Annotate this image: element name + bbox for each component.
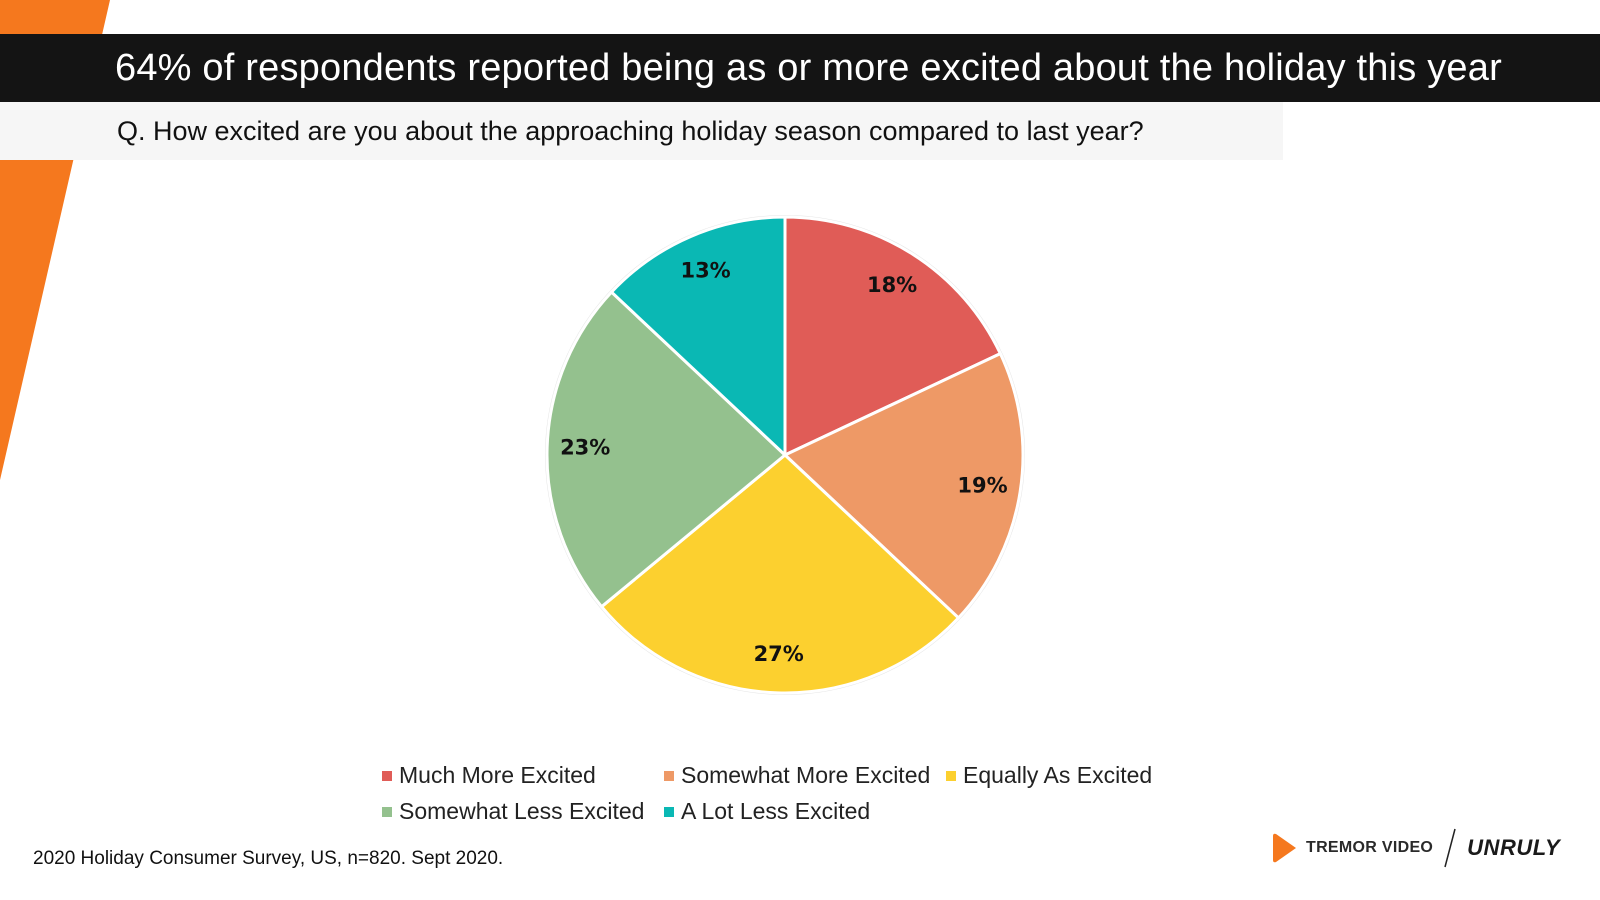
page-title: 64% of respondents reported being as or … [115,46,1502,89]
tremor-video-logo-text: TREMOR VIDEO [1306,839,1434,856]
legend-swatch [382,770,392,781]
title-bar: 64% of respondents reported being as or … [0,34,1600,102]
legend-label: A Lot Less Excited [681,798,871,824]
legend-item-a-lot-less-excited: A Lot Less Excited [664,798,946,825]
pie-slice-value-label: 18% [867,273,917,297]
legend-item-much-more-excited: Much More Excited [382,762,664,789]
pie-slice-equally-as-excited [600,453,960,695]
question-bar: Q. How excited are you about the approac… [0,102,1283,160]
legend-swatch [946,770,956,781]
legend-label: Somewhat More Excited [681,762,931,788]
chart-legend: Much More Excited Somewhat More Excited … [382,762,1182,825]
legend-swatch [382,806,392,817]
pie-slice-value-label: 23% [560,436,610,460]
pie-slice-somewhat-less-excited [545,290,787,609]
pie-slice-much-more-excited [783,215,1002,457]
source-footnote: 2020 Holiday Consumer Survey, US, n=820.… [33,848,504,869]
pie-slice-value-label: 13% [680,259,730,283]
pie-slice-value-label: 27% [754,642,804,666]
brand-logos: TREMOR VIDEO UNRULY [1272,828,1560,868]
tremor-video-play-icon [1273,833,1296,863]
pie-slice-a-lot-less-excited [610,215,787,457]
pie-slice-value-label: 19% [957,473,1007,497]
logo-divider-slash [1444,828,1456,868]
legend-label: Equally As Excited [963,762,1153,788]
legend-label: Much More Excited [399,762,596,788]
legend-swatch [664,770,674,781]
unruly-logo-text: UNRULY [1467,835,1561,860]
survey-question: Q. How excited are you about the approac… [117,115,1144,146]
legend-swatch [664,806,674,817]
legend-item-somewhat-more-excited: Somewhat More Excited [664,762,946,789]
pie-chart: 18% 19% 27% 23% 13% [545,215,1025,695]
pie-slice-somewhat-more-excited [783,352,1025,620]
legend-item-somewhat-less-excited: Somewhat Less Excited [382,798,664,825]
legend-item-equally-as-excited: Equally As Excited [946,762,1176,789]
legend-label: Somewhat Less Excited [399,798,645,824]
